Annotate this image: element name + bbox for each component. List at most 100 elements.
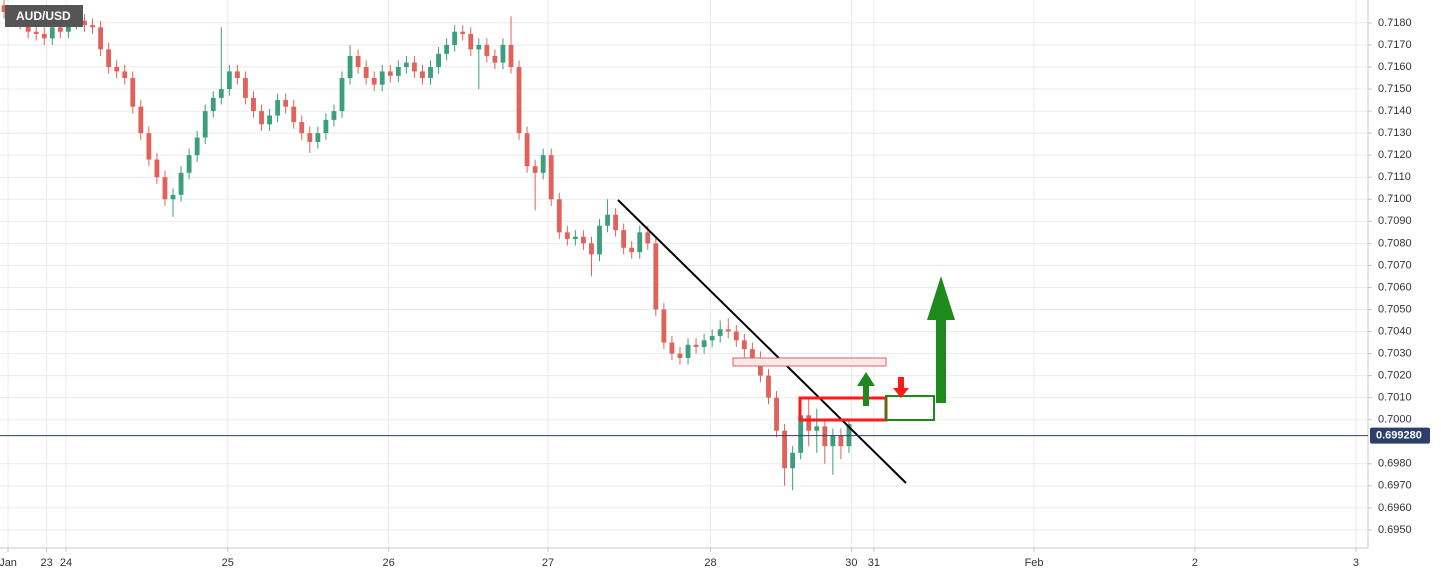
y-tick-label: 0.7150 <box>1378 83 1412 95</box>
candle-body <box>661 309 667 343</box>
candle-body <box>315 133 321 142</box>
candle-body <box>677 353 683 358</box>
big-up-arrow <box>927 276 955 403</box>
y-tick-label: 0.6960 <box>1378 502 1412 514</box>
candle-body <box>516 67 522 134</box>
chart-title: AUD/USD <box>16 9 71 23</box>
candle-body <box>283 100 289 107</box>
candle-body <box>218 89 224 98</box>
candle-body <box>202 111 208 138</box>
candle-body <box>234 71 240 79</box>
candle-body <box>114 67 120 72</box>
y-tick-label: 0.7060 <box>1378 281 1412 293</box>
candle-body <box>210 97 216 112</box>
y-tick-label: 0.6950 <box>1378 524 1412 536</box>
candle-body <box>323 119 329 134</box>
y-tick-label: 0.7120 <box>1378 149 1412 161</box>
candle-body <box>363 67 369 79</box>
candle-body <box>822 426 828 447</box>
x-tick-label: 3 <box>1353 557 1359 569</box>
candle-body <box>814 426 820 431</box>
x-tick-label: 27 <box>542 557 554 569</box>
candle-body <box>717 329 723 336</box>
candle-body <box>548 155 554 200</box>
candle-body <box>564 232 570 239</box>
y-tick-label: 0.7010 <box>1378 392 1412 404</box>
candle-body <box>621 230 627 248</box>
candle-body <box>275 100 281 116</box>
x-tick-label: 26 <box>383 557 395 569</box>
candle-body <box>685 344 691 358</box>
candle-body <box>25 22 31 32</box>
candle-body <box>347 55 353 79</box>
candle-body <box>403 62 409 68</box>
down-arrow <box>893 377 909 398</box>
candle-body <box>41 33 47 39</box>
candle-body <box>90 25 95 28</box>
green-box <box>885 395 935 421</box>
candle-body <box>291 106 297 123</box>
y-tick-label: 0.7130 <box>1378 127 1412 139</box>
candle-body <box>758 357 763 376</box>
candle-body <box>259 111 264 125</box>
last-price-label: 0.699280 <box>1376 429 1422 441</box>
candle-body <box>130 78 136 107</box>
candle-body <box>251 97 256 112</box>
candle-body <box>733 331 739 341</box>
y-tick-label: 0.7050 <box>1378 303 1412 315</box>
candle-body <box>605 214 610 226</box>
candle-body <box>838 435 844 447</box>
candle-body <box>226 71 232 90</box>
candle-body <box>508 44 514 68</box>
last-price-box <box>1370 427 1430 444</box>
axes: 0.6950 0.6960 0.6970 0.6980 0.7000 0.7010 0.70… <box>0 17 1430 569</box>
candle-body <box>122 71 128 79</box>
candle-body <box>331 111 337 120</box>
candle-body <box>749 349 755 358</box>
y-tick-label: 0.6970 <box>1378 480 1412 492</box>
candle-body <box>637 232 643 253</box>
candle-body <box>339 78 345 112</box>
candle-body <box>613 214 619 231</box>
candle-body <box>540 155 546 173</box>
x-tick-label: 24 <box>60 557 72 569</box>
candle-body <box>766 375 771 398</box>
candle-body <box>395 67 401 76</box>
candle-body <box>186 155 192 173</box>
title-box <box>5 5 83 27</box>
candle-body <box>484 44 490 56</box>
candle-body <box>170 194 176 200</box>
candle-body <box>741 340 747 350</box>
candle-body <box>774 397 779 431</box>
candle-body <box>267 115 272 125</box>
candle-body <box>420 71 425 79</box>
candle-body <box>33 31 39 34</box>
candle-body <box>589 243 594 255</box>
candle-body <box>532 166 538 173</box>
candle-body <box>82 20 87 26</box>
candle-body <box>500 44 506 63</box>
candle-body <box>379 71 385 85</box>
candle-body <box>790 452 796 469</box>
candle-body <box>629 247 635 253</box>
candle-body <box>476 44 482 50</box>
candle-body <box>387 71 393 76</box>
candle-body <box>524 133 530 167</box>
candle-body <box>669 342 675 354</box>
small-up-arrow <box>857 372 875 406</box>
candle-body <box>460 31 466 34</box>
y-tick-label: 0.6980 <box>1378 458 1412 470</box>
x-tick-label: 31 <box>868 557 880 569</box>
candle-body <box>444 44 450 54</box>
candle-body <box>194 137 200 156</box>
candle-body <box>556 199 562 233</box>
y-tick-label: 0.7080 <box>1378 237 1412 249</box>
candle-body <box>154 159 160 178</box>
candle-body <box>468 33 474 50</box>
resistance-zone <box>732 357 887 367</box>
candle-body <box>709 335 715 341</box>
candle-body <box>1 5 7 12</box>
candle-body <box>299 122 305 134</box>
candle-body <box>436 53 441 68</box>
